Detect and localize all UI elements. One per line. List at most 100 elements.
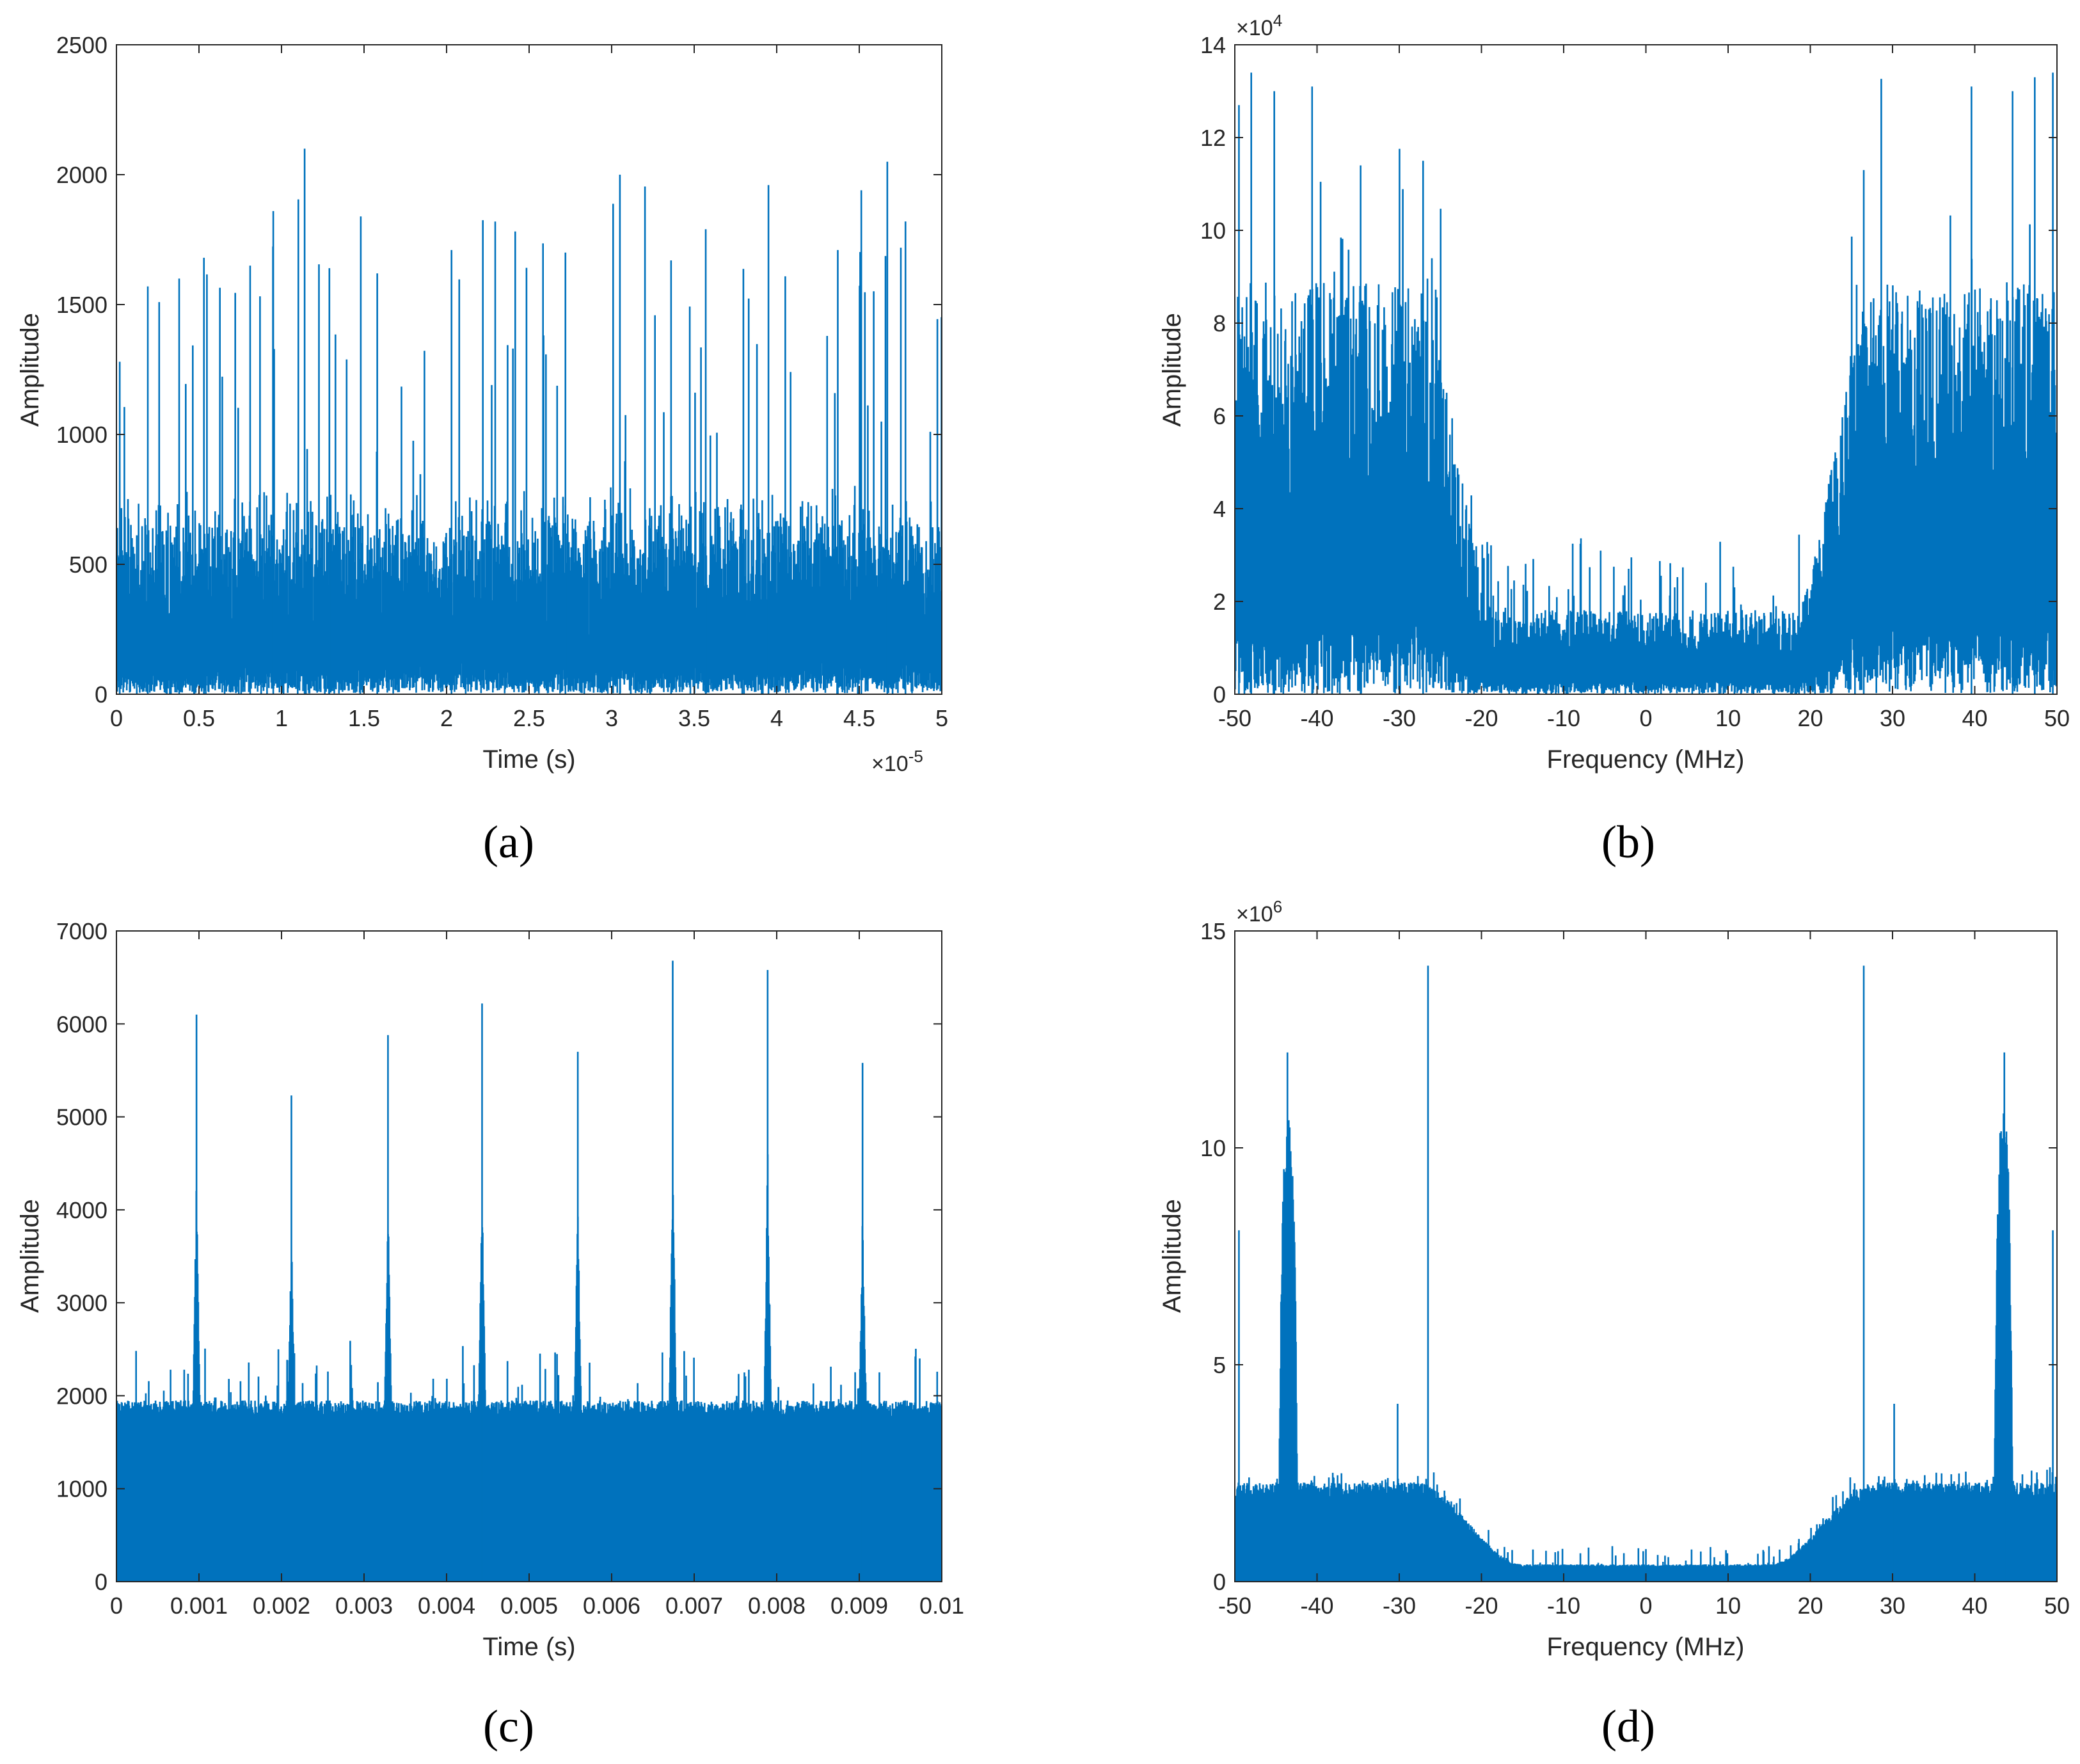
- panel-a-ytick-label-5: 2500: [56, 32, 107, 58]
- panel-c-xtick-label-10: 0.01: [919, 1593, 964, 1619]
- panel-b-xtick-label-0: -50: [1218, 705, 1251, 731]
- panel-c-label: (c): [483, 1701, 534, 1752]
- panel-a-xtick-label-3: 1.5: [348, 705, 380, 731]
- panel-a-x-exponent-power: -5: [909, 747, 923, 766]
- panel-d-xtick-label-3: -20: [1465, 1593, 1498, 1619]
- panel-d-series: [1234, 965, 2058, 1582]
- panel-c-xtick-label-8: 0.008: [748, 1593, 806, 1619]
- panel-d-xlabel: Frequency (MHz): [1547, 1633, 1745, 1661]
- panel-b-y-exponent: ×104: [1236, 11, 1282, 40]
- panel-c-xtick-label-6: 0.006: [583, 1593, 640, 1619]
- panel-a-xtick-label-10: 5: [935, 705, 948, 731]
- panel-c-xlabel: Time (s): [482, 1633, 575, 1661]
- panel-b-ytick-label-4: 8: [1213, 310, 1226, 337]
- panel-c-xtick-label-0: 0: [110, 1593, 123, 1619]
- panel-b-xtick-label-5: 0: [1639, 705, 1652, 731]
- panel-c-ytick-label-4: 4000: [56, 1197, 107, 1223]
- panel-b: -50 -40 -30 -20 -10 0 10 20 30 40 50 0 2 4 6 8 10 12 14 Fr…: [1158, 11, 2070, 868]
- panel-d-label: (d): [1601, 1701, 1655, 1752]
- panel-a-label: (a): [483, 816, 534, 868]
- panel-b-y-exponent-base: ×10: [1236, 16, 1273, 40]
- panel-a-ytick-label-4: 2000: [56, 162, 107, 188]
- panel-c-ytick-label-0: 0: [95, 1569, 107, 1595]
- panel-d-xtick-label-7: 20: [1797, 1593, 1823, 1619]
- panel-c-xtick-label-3: 0.003: [335, 1593, 393, 1619]
- panel-a-ytick-label-3: 1500: [56, 292, 107, 318]
- panel-c-xtick-label-7: 0.007: [665, 1593, 723, 1619]
- panel-c: 0 0.001 0.002 0.003 0.004 0.005 0.006 0.007 0.00…: [16, 918, 964, 1752]
- panel-b-ytick-label-1: 2: [1213, 589, 1226, 615]
- panel-a-axes: 0 0.5 1 1.5 2 2.5 3 3.5 4 4.5 5 0 500 1000 1500 2000 250…: [56, 32, 948, 731]
- panel-d-xtick-label-10: 50: [2044, 1593, 2070, 1619]
- panel-b-xtick-label-9: 40: [1962, 705, 1987, 731]
- panel-b-xtick-label-2: -30: [1383, 705, 1416, 731]
- panel-d-y-exponent-power: 6: [1273, 897, 1282, 916]
- panel-b-series: [1234, 72, 2058, 694]
- panel-d-ytick-label-3: 15: [1200, 918, 1226, 944]
- panel-b-xtick-label-6: 10: [1715, 705, 1741, 731]
- panel-b-xtick-label-4: -10: [1547, 705, 1580, 731]
- panel-b-xlabel: Frequency (MHz): [1547, 745, 1745, 774]
- panel-d-ytick-label-0: 0: [1213, 1569, 1226, 1595]
- panel-c-series-fill: [116, 1433, 942, 1582]
- panel-a-ytick-label-2: 1000: [56, 422, 107, 448]
- panel-a-ytick-label-1: 500: [69, 552, 107, 578]
- panel-d-y-exponent: ×106: [1236, 897, 1282, 926]
- panel-d-y-exponent-base: ×10: [1236, 902, 1273, 926]
- panel-c-xtick-label-9: 0.009: [830, 1593, 888, 1619]
- panel-a-ytick-label-0: 0: [95, 681, 107, 708]
- panel-b-xtick-label-3: -20: [1465, 705, 1498, 731]
- panel-d-axes: -50 -40 -30 -20 -10 0 10 20 30 40 50 0 5 10 15: [1200, 918, 2070, 1619]
- panel-c-series: [116, 960, 942, 1582]
- panel-c-xtick-label-2: 0.002: [253, 1593, 310, 1619]
- panel-a-xtick-label-7: 3.5: [678, 705, 710, 731]
- panel-a-ylabel: Amplitude: [16, 313, 44, 427]
- panel-c-ytick-label-7: 7000: [56, 918, 107, 944]
- panel-a-x-exponent-base: ×10: [871, 752, 909, 776]
- panel-a-xlabel: Time (s): [482, 745, 575, 774]
- panel-d-xtick-label-6: 10: [1715, 1593, 1741, 1619]
- panel-b-ytick-label-5: 10: [1200, 218, 1226, 244]
- panel-c-ylabel: Amplitude: [16, 1199, 44, 1313]
- panel-b-ytick-label-2: 4: [1213, 496, 1226, 522]
- panel-c-ytick-label-1: 1000: [56, 1476, 107, 1502]
- panel-a-xtick-label-0: 0: [110, 705, 123, 731]
- panel-d-xtick-label-9: 40: [1962, 1593, 1987, 1619]
- panel-c-ytick-label-3: 3000: [56, 1290, 107, 1316]
- panel-b-axes: -50 -40 -30 -20 -10 0 10 20 30 40 50 0 2 4 6 8 10 12 14: [1200, 32, 2070, 731]
- panel-b-ylabel: Amplitude: [1158, 313, 1186, 427]
- panel-b-xtick-label-8: 30: [1880, 705, 1905, 731]
- panel-b-xtick-label-7: 20: [1797, 705, 1823, 731]
- panel-a-x-exponent: ×10-5: [871, 747, 923, 776]
- panel-b-xtick-label-10: 50: [2044, 705, 2070, 731]
- panel-d-ytick-label-2: 10: [1200, 1135, 1226, 1161]
- panel-a-xtick-label-6: 3: [605, 705, 618, 731]
- panel-b-ytick-label-6: 12: [1200, 125, 1226, 151]
- panel-d-xtick-label-8: 30: [1880, 1593, 1905, 1619]
- panel-b-ytick-label-0: 0: [1213, 681, 1226, 708]
- panel-a-xtick-label-4: 2: [440, 705, 453, 731]
- panel-c-ytick-label-5: 5000: [56, 1104, 107, 1131]
- panel-c-ytick-label-2: 2000: [56, 1383, 107, 1409]
- panel-d-xtick-label-1: -40: [1300, 1593, 1333, 1619]
- panel-c-xtick-label-1: 0.001: [170, 1593, 228, 1619]
- panel-d-xtick-label-2: -30: [1383, 1593, 1416, 1619]
- panel-c-axes: 0 0.001 0.002 0.003 0.004 0.005 0.006 0.007 0.00…: [56, 918, 964, 1619]
- panel-d-xtick-label-4: -10: [1547, 1593, 1580, 1619]
- panel-c-xtick-label-5: 0.005: [500, 1593, 558, 1619]
- panel-a-series: [116, 148, 942, 694]
- panel-d-ylabel: Amplitude: [1158, 1199, 1186, 1313]
- panel-d-ytick-label-1: 5: [1213, 1352, 1226, 1378]
- panel-c-xtick-label-4: 0.004: [418, 1593, 475, 1619]
- panel-a-xtick-label-9: 4.5: [843, 705, 875, 731]
- panel-a-xtick-label-1: 0.5: [183, 705, 215, 731]
- panel-a-xtick-label-8: 4: [770, 705, 783, 731]
- panel-a: 0 0.5 1 1.5 2 2.5 3 3.5 4 4.5 5 0 500 1000 1500 2000 250…: [16, 32, 948, 868]
- panel-a-xtick-label-5: 2.5: [513, 705, 545, 731]
- panel-d-xtick-label-0: -50: [1218, 1593, 1251, 1619]
- panel-b-xtick-label-1: -40: [1300, 705, 1333, 731]
- panel-b-label: (b): [1601, 816, 1655, 868]
- panel-b-ytick-label-7: 14: [1200, 32, 1226, 58]
- panel-d: -50 -40 -30 -20 -10 0 10 20 30 40 50 0 5 10 15 Frequen…: [1158, 897, 2070, 1752]
